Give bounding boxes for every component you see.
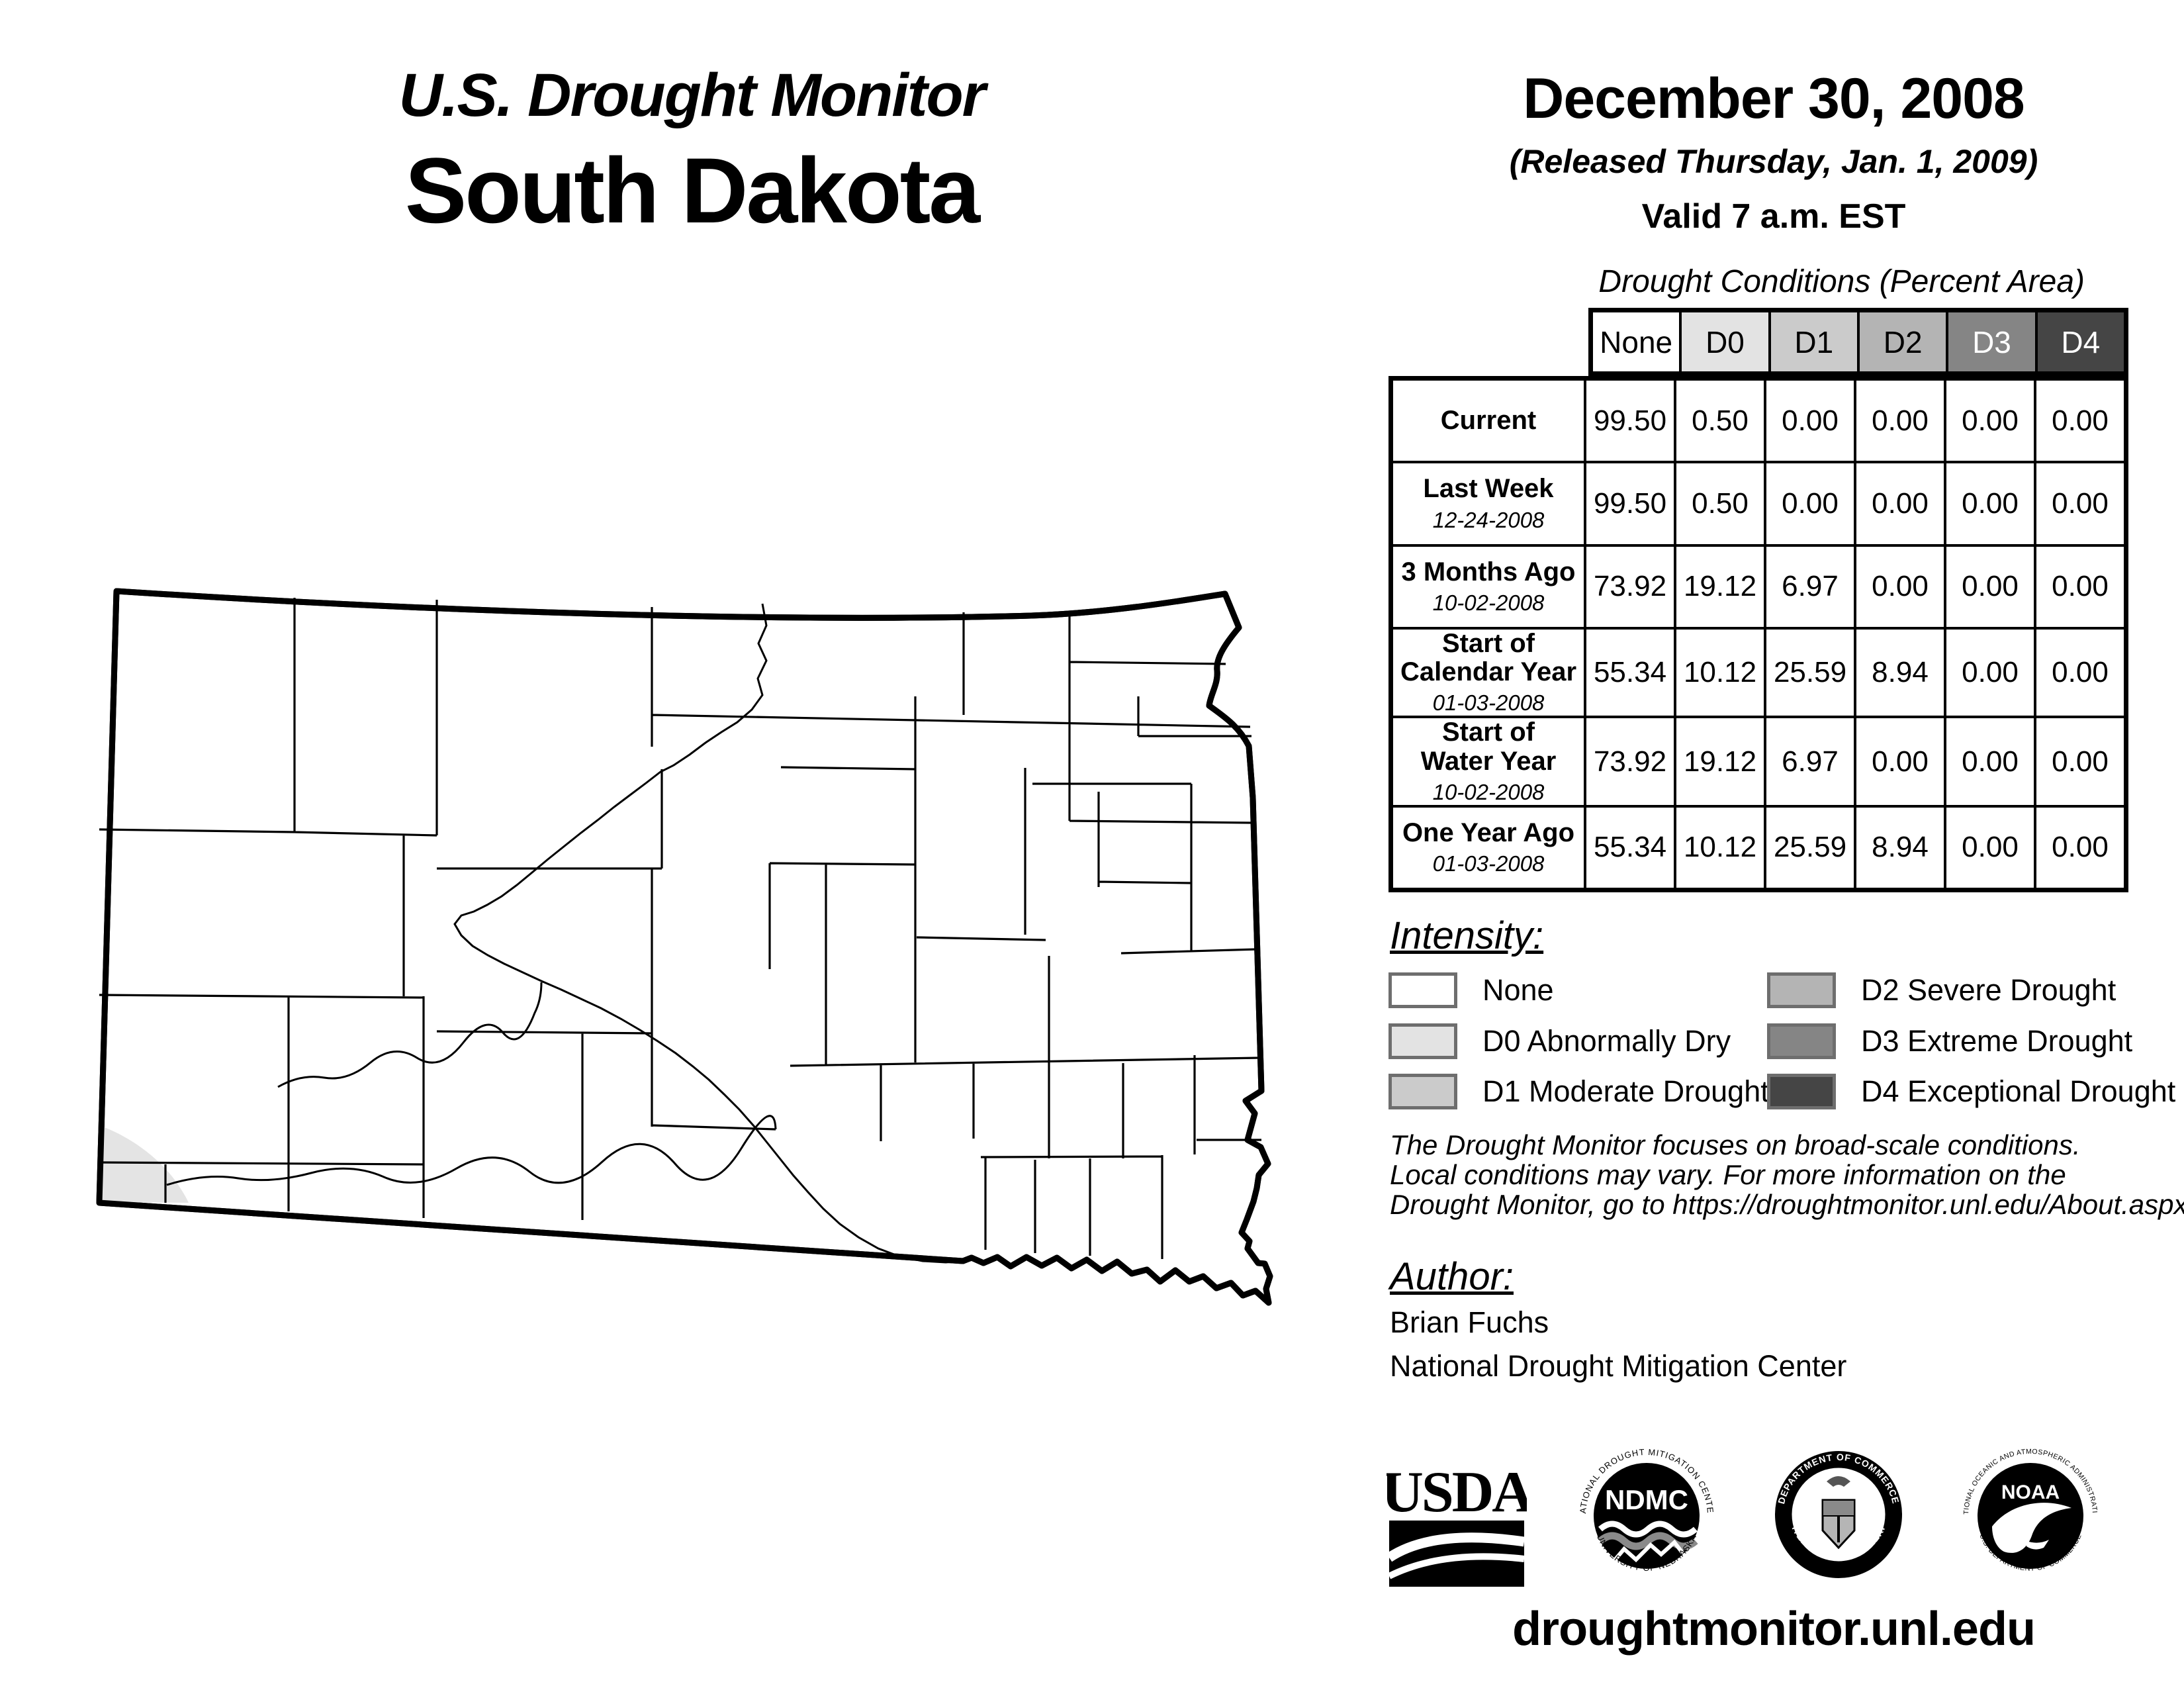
col-header-none: None xyxy=(1593,312,1680,371)
department-of-commerce-logo: DEPARTMENT OF COMMERCE UNITED STATES OF … xyxy=(1768,1442,1902,1578)
col-header-d2: D2 xyxy=(1859,312,1946,371)
table-cell: 0.50 xyxy=(1676,381,1764,461)
table-cell: 0.00 xyxy=(1766,381,1854,461)
state-name-title: South Dakota xyxy=(404,138,980,242)
svg-text:NOAA: NOAA xyxy=(2001,1481,2060,1503)
table-cell: 73.92 xyxy=(1586,718,1674,805)
svg-text:USDA: USDA xyxy=(1387,1460,1527,1524)
d3-swatch xyxy=(1767,1023,1836,1059)
valid-time: Valid 7 a.m. EST xyxy=(1641,197,1906,236)
d0-abnormally-dry-area xyxy=(99,1125,189,1203)
table-cell: 25.59 xyxy=(1766,629,1854,716)
table-cell: 0.00 xyxy=(1946,546,2034,627)
released-date: (Released Thursday, Jan. 1, 2009) xyxy=(1509,143,2038,180)
noaa-logo: NOAA NATIONAL OCEANIC AND ATMOSPHERIC AD… xyxy=(1960,1442,2098,1573)
svg-text:NDMC: NDMC xyxy=(1605,1484,1688,1515)
table-row-label: Current xyxy=(1393,381,1584,461)
table-cell: 0.00 xyxy=(1856,718,1944,805)
ndmc-logo: NDMC NATIONAL DROUGHT MITIGATION CENTER … xyxy=(1576,1442,1715,1573)
table-row-label: Last Week 12-24-2008 xyxy=(1393,463,1584,544)
col-header-d1: D1 xyxy=(1770,312,1857,371)
table-cell: 55.34 xyxy=(1586,807,1674,888)
table-cell: 55.34 xyxy=(1586,629,1674,716)
table-row-label: 3 Months Ago 10-02-2008 xyxy=(1393,546,1584,627)
cheyenne-river xyxy=(277,982,543,1088)
conditions-table-body: Current 99.50 0.50 0.00 0.00 0.00 0.00 L… xyxy=(1388,376,2128,892)
table-row-label: Start of Water Year 10-02-2008 xyxy=(1393,718,1584,805)
col-header-d3: D3 xyxy=(1948,312,2035,371)
table-cell: 19.12 xyxy=(1676,546,1764,627)
d2-swatch xyxy=(1767,972,1836,1008)
table-cell: 0.00 xyxy=(2036,807,2124,888)
state-outline xyxy=(96,588,1273,1306)
table-cell: 0.00 xyxy=(1946,381,2034,461)
author-organization: National Drought Mitigation Center xyxy=(1390,1349,1847,1383)
table-cell: 0.00 xyxy=(1766,463,1854,544)
table-cell: 99.50 xyxy=(1586,381,1674,461)
disclaimer-line: The Drought Monitor focuses on broad-sca… xyxy=(1390,1129,2081,1160)
white-river xyxy=(166,1115,777,1186)
disclaimer-line: Local conditions may vary. For more info… xyxy=(1390,1158,2066,1190)
disclaimer-notes: The Drought Monitor focuses on broad-sca… xyxy=(1390,1129,2184,1220)
usda-logo: USDA xyxy=(1387,1460,1527,1587)
d1-swatch xyxy=(1388,1074,1457,1109)
table-cell: 6.97 xyxy=(1766,546,1854,627)
table-cell: 73.92 xyxy=(1586,546,1674,627)
table-cell: 0.00 xyxy=(1856,463,1944,544)
date-block: December 30, 2008 (Released Thursday, Ja… xyxy=(1416,66,2131,236)
table-cell: 0.00 xyxy=(1946,807,2034,888)
table-cell: 0.50 xyxy=(1676,463,1764,544)
table-cell: 0.00 xyxy=(1856,546,1944,627)
title-block: U.S. Drought Monitor South Dakota xyxy=(0,61,1383,244)
table-cell: 0.00 xyxy=(1946,718,2034,805)
table-cell: 8.94 xyxy=(1856,629,1944,716)
map-date: December 30, 2008 xyxy=(1523,67,2025,130)
table-cell: 10.12 xyxy=(1676,807,1764,888)
author-name: Brian Fuchs xyxy=(1390,1305,1549,1339)
d0-swatch xyxy=(1388,1023,1457,1059)
table-cell: 10.12 xyxy=(1676,629,1764,716)
footer-url: droughtmonitor.unl.edu xyxy=(1512,1603,2036,1656)
table-cell: 0.00 xyxy=(2036,463,2124,544)
table-caption: Drought Conditions (Percent Area) xyxy=(1598,264,2085,299)
table-cell: 0.00 xyxy=(2036,546,2124,627)
intensity-heading: Intensity: xyxy=(1390,914,1544,957)
report-title: U.S. Drought Monitor xyxy=(398,62,986,129)
table-cell: 0.00 xyxy=(1856,381,1944,461)
table-cell: 0.00 xyxy=(1946,463,2034,544)
table-cell: 19.12 xyxy=(1676,718,1764,805)
col-header-d4: D4 xyxy=(2037,312,2124,371)
table-cell: 0.00 xyxy=(1946,629,2034,716)
col-header-d0: D0 xyxy=(1682,312,1768,371)
author-heading: Author: xyxy=(1390,1255,1514,1298)
table-cell: 0.00 xyxy=(2036,718,2124,805)
d4-swatch xyxy=(1767,1074,1836,1109)
table-cell: 8.94 xyxy=(1856,807,1944,888)
table-cell: 0.00 xyxy=(2036,629,2124,716)
missouri-river xyxy=(453,603,964,1264)
conditions-table-header: None D0 D1 D2 D3 D4 xyxy=(1588,308,2128,376)
table-cell: 99.50 xyxy=(1586,463,1674,544)
none-swatch xyxy=(1388,972,1457,1008)
table-cell: 0.00 xyxy=(2036,381,2124,461)
table-row-label: One Year Ago 01-03-2008 xyxy=(1393,807,1584,888)
table-row-label: Start of Calendar Year 01-03-2008 xyxy=(1393,629,1584,716)
table-cell: 25.59 xyxy=(1766,807,1854,888)
disclaimer-line: Drought Monitor, go to https://droughtmo… xyxy=(1390,1188,2184,1220)
county-boundaries xyxy=(99,598,1261,1259)
table-cell: 6.97 xyxy=(1766,718,1854,805)
